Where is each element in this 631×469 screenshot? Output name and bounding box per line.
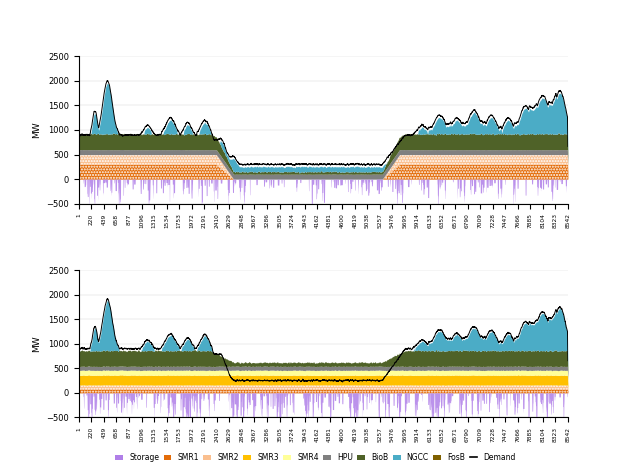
Y-axis label: MW: MW xyxy=(32,121,41,138)
Legend: Storage, SMR1, SMR2, SMR3, SMR4, HPU, BioB, NGCC, FosB, Demand: Storage, SMR1, SMR2, SMR3, SMR4, HPU, Bi… xyxy=(112,450,519,465)
Y-axis label: MW: MW xyxy=(32,335,41,352)
